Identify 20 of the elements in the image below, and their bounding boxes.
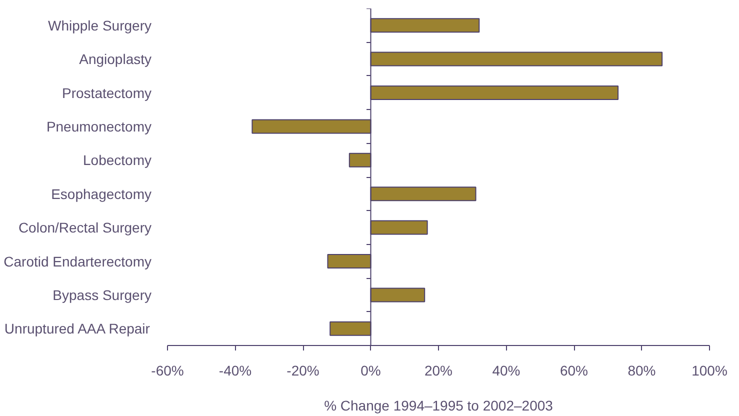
y-tick-label: Esophagectomy bbox=[51, 186, 152, 202]
y-tick-label: Pneumonectomy bbox=[46, 118, 152, 134]
x-tick-label: 0% bbox=[360, 362, 381, 378]
y-tick-label: Unruptured AAA Repair bbox=[4, 320, 150, 337]
x-tick-label: -40% bbox=[218, 362, 252, 378]
y-tick-label: Angioplasty bbox=[79, 51, 152, 68]
x-tick-label: 40% bbox=[492, 362, 520, 378]
x-tick-label: 80% bbox=[628, 362, 656, 378]
x-axis-title: % Change 1994–1995 to 2002–2003 bbox=[324, 398, 554, 414]
x-tick-label: 20% bbox=[424, 362, 453, 378]
y-tick-label: Lobectomy bbox=[83, 152, 152, 168]
x-tick-label: -20% bbox=[286, 362, 320, 378]
x-tick-label: -60% bbox=[151, 362, 184, 378]
x-tick-label: 60% bbox=[560, 362, 588, 378]
x-tick-label: 100% bbox=[692, 362, 728, 378]
y-tick-label: Bypass Surgery bbox=[52, 286, 152, 303]
y-tick-label: Prostatectomy bbox=[62, 84, 152, 101]
y-tick-label: Whipple Surgery bbox=[48, 17, 152, 34]
y-tick-label: Colon/Rectal Surgery bbox=[18, 220, 152, 236]
y-tick-label: Carotid Endarterectomy bbox=[4, 253, 152, 270]
